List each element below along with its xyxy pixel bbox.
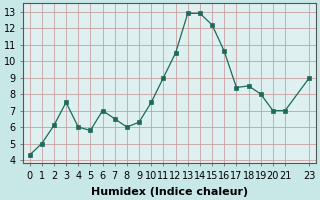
X-axis label: Humidex (Indice chaleur): Humidex (Indice chaleur) [91, 187, 248, 197]
